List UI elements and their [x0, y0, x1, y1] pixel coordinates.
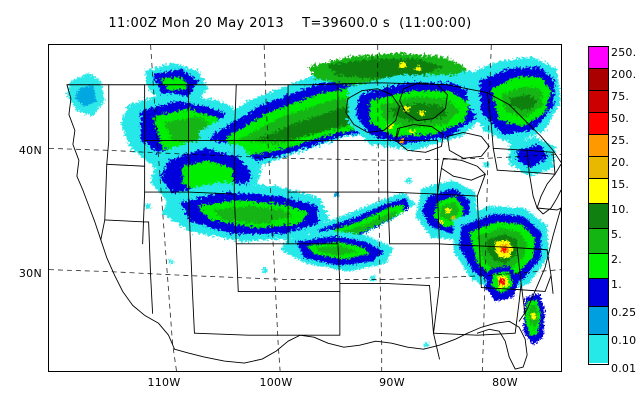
colorbar-label-8: 5.	[611, 228, 622, 241]
colorbar-label-1: 200.	[611, 68, 637, 81]
colorbar-label-10: 1.	[611, 278, 622, 291]
colorbar-label-4: 25.	[611, 134, 630, 147]
basemap-outlines	[49, 45, 561, 371]
colorbar-swatch-0	[589, 47, 608, 69]
colorbar-swatch-12	[589, 335, 608, 363]
colorbar-swatch-1	[589, 69, 608, 91]
colorbar-label-7: 10.	[611, 203, 630, 216]
x-axis-tick-100w: 100W	[259, 376, 293, 389]
colorbar-swatch-3	[589, 113, 608, 135]
colorbar-label-5: 20.	[611, 156, 630, 169]
colorbar-swatch-2	[589, 91, 608, 113]
colorbar-label-11: 0.25	[611, 306, 637, 319]
y-axis-tick-40n: 40N	[18, 144, 42, 157]
x-axis-tick-110w: 110W	[147, 376, 181, 389]
colorbar-swatch-5	[589, 157, 608, 179]
y-axis-tick-30n: 30N	[18, 267, 42, 280]
colorbar-label-2: 75.	[611, 90, 630, 103]
colorbar-swatch-10	[589, 279, 608, 307]
x-axis-tick-90w: 90W	[379, 376, 405, 389]
colorbar-swatch-6	[589, 179, 608, 204]
colorbar-swatch-9	[589, 254, 608, 279]
colorbar-label-3: 50.	[611, 112, 630, 125]
colorbar-label-13: 0.01	[611, 362, 637, 375]
page-title: 11:00Z Mon 20 May 2013 T=39600.0 s (11:0…	[108, 16, 472, 31]
x-axis-tick-80w: 80W	[492, 376, 518, 389]
colorbar-swatch-7	[589, 204, 608, 229]
colorbar-label-12: 0.10	[611, 334, 637, 347]
precipitation-colorbar	[588, 46, 609, 365]
colorbar-label-0: 250.	[611, 46, 637, 59]
colorbar-label-9: 2.	[611, 253, 622, 266]
colorbar-tick-labels: 250. 200. 75. 50. 25. 20. 15. 10. 5. 2. 1. 0.25 0.10…	[611, 40, 640, 375]
colorbar-swatch-4	[589, 135, 608, 157]
colorbar-swatch-8	[589, 229, 608, 254]
colorbar-label-6: 15.	[611, 178, 630, 191]
colorbar-swatch-11	[589, 307, 608, 335]
map-plot-area[interactable]	[48, 44, 562, 372]
